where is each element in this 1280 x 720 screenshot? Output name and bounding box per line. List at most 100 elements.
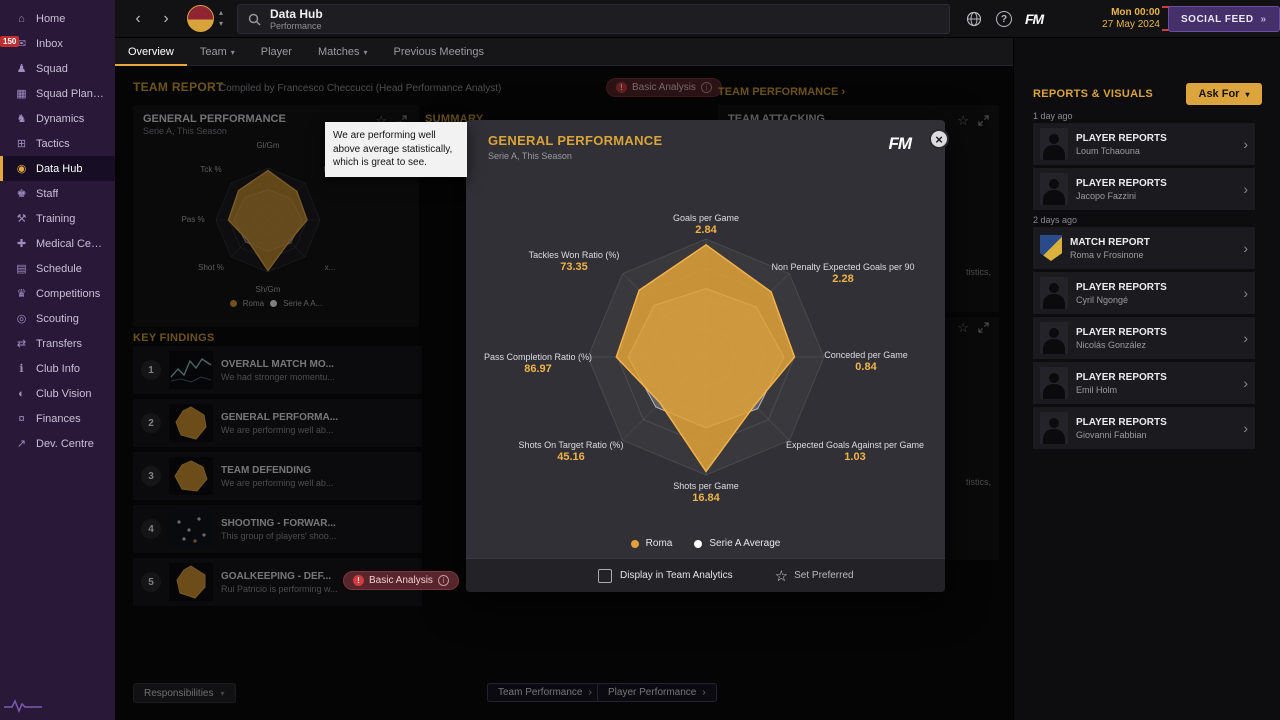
sidebar-item-inbox[interactable]: 150 ✉ Inbox (0, 31, 115, 56)
radar-chart (587, 238, 825, 476)
double-chevron-icon: » (1260, 13, 1267, 25)
sidebar-item-transfers[interactable]: ⇄ Transfers (0, 331, 115, 356)
match-crest-icon (1040, 235, 1062, 261)
tab-previous-meetings[interactable]: Previous Meetings (393, 46, 485, 58)
axis-value: 86.97 (524, 363, 552, 375)
fm-logo: FM (1025, 11, 1044, 27)
help-icon[interactable]: ? (995, 10, 1013, 28)
dev-centre-icon: ↗ (16, 438, 27, 450)
schedule-icon: ▤ (16, 263, 27, 275)
medical-icon: ✚ (16, 238, 27, 250)
report-card[interactable]: PLAYER REPORTS Jacopo Fazzini › (1033, 168, 1255, 210)
sidebar-item-schedule[interactable]: ▤ Schedule (0, 256, 115, 281)
report-card[interactable]: PLAYER REPORTS Loum Tchaouna › (1033, 123, 1255, 165)
sidebar-item-club-info[interactable]: ℹ Club Info (0, 356, 115, 381)
reports-and-visuals-panel: REPORTS & VISUALS Ask For ▾ 1 day ago PLA… (1013, 38, 1280, 720)
tab-player[interactable]: Player (260, 46, 292, 58)
axis-value: 0.84 (855, 361, 877, 373)
report-group-label: 2 days ago (1033, 215, 1078, 225)
axis-value: 2.28 (832, 273, 854, 285)
chevron-right-icon: › (1243, 330, 1248, 346)
club-vision-icon: ◐ (18, 387, 25, 400)
set-preferred-label: Set Preferred (794, 570, 854, 581)
modal-subtitle: Serie A, This Season (488, 151, 572, 161)
report-card[interactable]: PLAYER REPORTS Cyril Ngongé › (1033, 272, 1255, 314)
staff-icon: ♚ (16, 188, 27, 200)
squad-icon: ♟ (16, 63, 27, 75)
close-icon[interactable]: × (929, 129, 949, 149)
axis-value: 16.84 (692, 492, 720, 504)
transfers-icon: ⇄ (16, 338, 27, 350)
global-search[interactable]: Data Hub Performance (237, 4, 950, 34)
sidebar-item-squad[interactable]: ♟ Squad (0, 56, 115, 81)
caret-down-icon: ▾ (1245, 89, 1250, 99)
chevron-right-icon: › (1243, 181, 1248, 197)
display-in-team-analytics-checkbox[interactable] (598, 568, 612, 583)
sidebar-item-tactics[interactable]: ⊞ Tactics (0, 131, 115, 156)
club-crest[interactable] (187, 5, 214, 32)
ask-for-button[interactable]: Ask For ▾ (1186, 83, 1262, 105)
main-sidebar: ⌂ Home 150 ✉ Inbox ♟ Squad ▦ Squad Planner ♞ D… (0, 0, 115, 720)
chevron-right-icon: › (1243, 136, 1248, 152)
axis-tackles-won-ratio: Tackles Won Ratio (%) 73.35 (528, 250, 620, 273)
squad-planner-icon: ▦ (16, 88, 27, 100)
info-icon: i (437, 575, 449, 586)
forward-button[interactable]: › (163, 10, 169, 27)
inbox-icon: ✉ (16, 38, 27, 50)
player-avatar (1040, 412, 1068, 444)
data-hub-overview: TEAM REPORT Compiled by Francesco Checcu… (115, 66, 1013, 720)
axis-pass-completion-ratio: Pass Completion Ratio (%) 86.97 (483, 352, 593, 375)
sidebar-item-scouting[interactable]: ◎ Scouting (0, 306, 115, 331)
club-info-icon: ℹ (19, 363, 24, 375)
axis-shots-per-game: Shots per Game 16.84 (673, 481, 739, 504)
chevron-right-icon: › (1243, 375, 1248, 391)
axis-conceded-per-game: Conceded per Game 0.84 (824, 350, 908, 373)
report-card[interactable]: MATCH REPORT Roma v Frosinone › (1033, 227, 1255, 269)
tab-matches[interactable]: Matches ▾ (317, 46, 368, 58)
sidebar-item-dev-centre[interactable]: ↗ Dev. Centre (0, 431, 115, 456)
data-hub-icon: ◉ (16, 163, 27, 175)
roma-legend-dot (630, 539, 639, 548)
set-preferred-star-icon[interactable]: ☆ (774, 567, 789, 585)
tactics-icon: ⊞ (16, 138, 27, 150)
sidebar-item-staff[interactable]: ♚ Staff (0, 181, 115, 206)
player-avatar (1040, 128, 1068, 160)
sidebar-item-training[interactable]: ⚒ Training (0, 206, 115, 231)
axis-xga-per-game: Expected Goals Against per Game 1.03 (785, 440, 925, 463)
social-feed-button[interactable]: SOCIAL FEED» (1168, 6, 1280, 32)
sidebar-item-data-hub[interactable]: ◉ Data Hub (0, 156, 115, 181)
sidebar-item-club-vision[interactable]: ◐ Club Vision (0, 381, 115, 406)
report-card[interactable]: PLAYER REPORTS Nicolás González › (1033, 317, 1255, 359)
reports-visuals-heading: REPORTS & VISUALS (1033, 88, 1154, 100)
report-card[interactable]: PLAYER REPORTS Giovanni Fabbian › (1033, 407, 1255, 449)
sidebar-item-medical-centre[interactable]: ✚ Medical Centre (0, 231, 115, 256)
training-icon: ⚒ (16, 213, 27, 225)
chevron-right-icon: › (1243, 240, 1248, 256)
axis-shots-on-target-ratio: Shots On Target Ratio (%) 45.16 (518, 440, 624, 463)
axis-value: 1.03 (844, 451, 866, 463)
language-globe-icon[interactable] (965, 10, 983, 28)
chevron-right-icon: › (1243, 420, 1248, 436)
axis-goals-per-game: Goals per Game 2.84 (672, 213, 740, 236)
sidebar-item-competitions[interactable]: ♛ Competitions (0, 281, 115, 306)
sidebar-item-finances[interactable]: ¤ Finances (0, 406, 115, 431)
checkbox-label: Display in Team Analytics (620, 570, 733, 581)
section-tabs: Overview Team ▾ Player Matches ▾ Previous … (115, 38, 1013, 66)
page-title: Data Hub (270, 6, 323, 21)
axis-value: 73.35 (560, 261, 588, 273)
axis-np-xg-per-90: Non Penalty Expected Goals per 90 2.28 (771, 262, 915, 285)
back-button[interactable]: ‹ (135, 10, 141, 27)
report-card[interactable]: PLAYER REPORTS Emil Holm › (1033, 362, 1255, 404)
clock-date: 27 May 2024 (1102, 19, 1160, 30)
game-clock[interactable]: Mon 00:00 27 May 2024 (1058, 6, 1170, 31)
sidebar-item-home[interactable]: ⌂ Home (0, 6, 115, 31)
sidebar-item-squad-planner[interactable]: ▦ Squad Planner (0, 81, 115, 106)
tab-overview[interactable]: Overview (115, 38, 187, 66)
sidebar-item-dynamics[interactable]: ♞ Dynamics (0, 106, 115, 131)
pulse-icon (4, 699, 42, 713)
caret-down-icon: ▾ (219, 19, 224, 28)
club-switcher[interactable]: ▴ ▾ (219, 7, 223, 29)
tab-team[interactable]: Team ▾ (199, 46, 235, 58)
player-avatar (1040, 277, 1068, 309)
